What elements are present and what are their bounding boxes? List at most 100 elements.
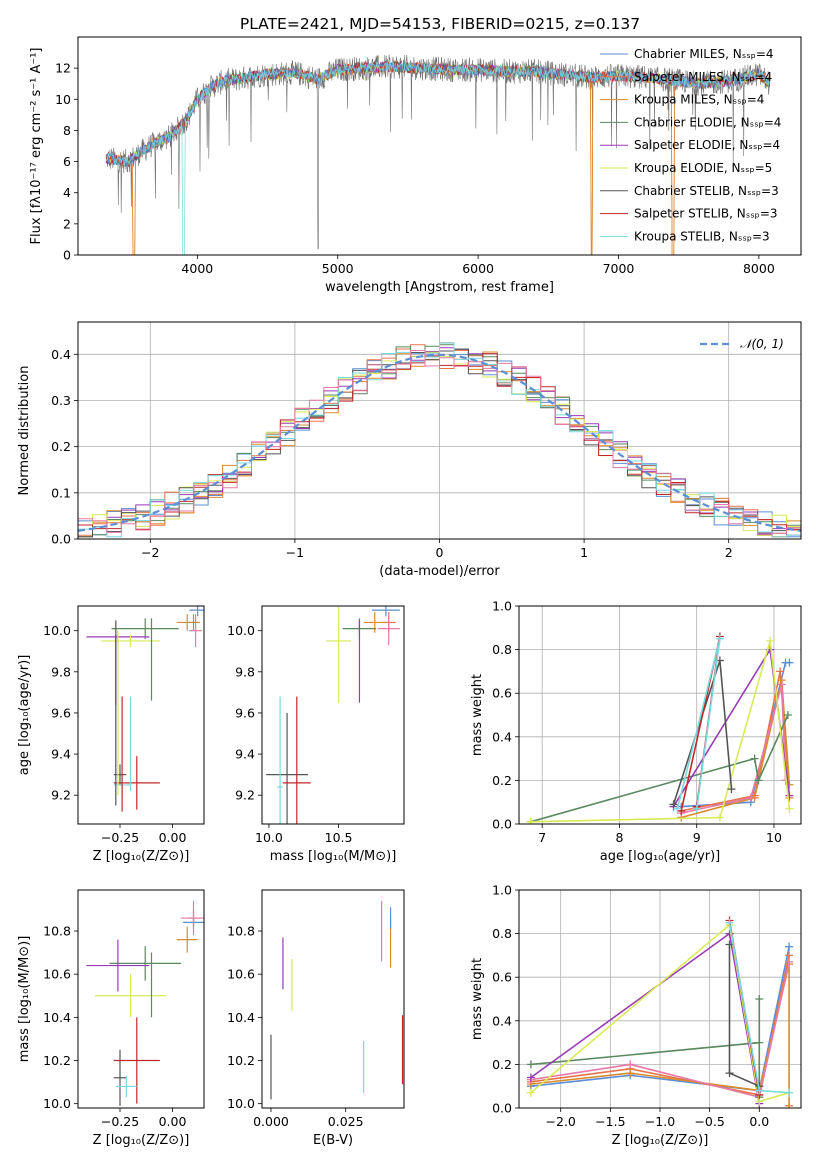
point-marker bbox=[626, 1069, 635, 1078]
x-tick-label: 0.000 bbox=[253, 1114, 289, 1129]
series-kroupa_elodie bbox=[530, 640, 791, 823]
x-tick-label: −0.5 bbox=[694, 1114, 724, 1129]
x-tick-label: 4000 bbox=[181, 261, 213, 276]
point-marker bbox=[785, 791, 794, 800]
point-marker bbox=[673, 804, 682, 813]
point-marker bbox=[755, 1038, 764, 1047]
legend-label: Chabrier ELODIE, Nₛₛₚ=4 bbox=[634, 115, 781, 129]
y-tick-label: 0.4 bbox=[492, 1013, 512, 1028]
x-tick-label: 0 bbox=[436, 545, 444, 560]
y-tick-label: 9.6 bbox=[235, 705, 255, 720]
panel-spectrum: 4000 5000 6000 7000 8000 0 2 4 6 8 10 12 wavelength … bbox=[29, 36, 802, 295]
point-marker bbox=[725, 918, 734, 927]
panel-weight_vs_age: 7 8 9 10 0.0 0.2 0.4 0.6 0.8 1.0 age [log₁₀(age/yr… bbox=[470, 599, 802, 864]
plot-area bbox=[266, 606, 400, 824]
y-tick-label: 10.0 bbox=[227, 623, 255, 638]
series-kroupa_elodie bbox=[530, 923, 790, 1103]
point-marker bbox=[785, 942, 794, 951]
x-tick-label: 2 bbox=[725, 545, 733, 560]
y-tick-label: 10.0 bbox=[43, 623, 71, 638]
y-axis-label: Normed distribution bbox=[17, 366, 32, 496]
y-tick-label: 0.0 bbox=[492, 817, 512, 832]
point-marker bbox=[725, 940, 734, 949]
y-tick-label: 10.2 bbox=[227, 1053, 255, 1068]
y-tick-label: 0.4 bbox=[492, 729, 512, 744]
x-tick-label: 10.5 bbox=[325, 830, 353, 845]
legend-label: Kroupa MILES, Nₛₛₚ=4 bbox=[634, 93, 764, 107]
axes-frame bbox=[518, 605, 802, 825]
legend-label: Salpeter STELIB, Nₛₛₚ=3 bbox=[634, 207, 778, 221]
x-axis-label: mass [log₁₀(M/M⊙)] bbox=[270, 849, 397, 864]
x-tick-label: 7 bbox=[538, 830, 546, 845]
point-marker bbox=[785, 658, 794, 667]
y-tick-label: 9.2 bbox=[235, 788, 255, 803]
point-marker bbox=[526, 1073, 535, 1082]
axes-frame bbox=[77, 605, 205, 825]
legend-label: Salpeter ELODIE, Nₛₛₚ=4 bbox=[634, 138, 780, 152]
panel-weight_vs_Z: −2.0 −1.5 −1.0 −0.5 0.0 0.0 0.2 0.4 0.6 0.8 1.0 Z [… bbox=[470, 883, 802, 1148]
x-axis-label: Z [log₁₀(Z/Z⊙)] bbox=[612, 1133, 709, 1148]
x-tick-label: 8 bbox=[615, 830, 623, 845]
series-salpeter_miles bbox=[681, 671, 791, 812]
series-chabrier_miles bbox=[530, 946, 790, 1092]
legend-label: Kroupa STELIB, Nₛₛₚ=3 bbox=[634, 229, 770, 243]
series-kroupa_miles bbox=[680, 679, 791, 819]
axes-frame bbox=[77, 36, 802, 256]
point-marker bbox=[526, 1088, 535, 1097]
plot-area bbox=[86, 900, 204, 1106]
y-tick-label: 1.0 bbox=[492, 883, 512, 898]
x-tick-label: 1 bbox=[580, 545, 588, 560]
point-marker bbox=[785, 1101, 794, 1108]
point-marker bbox=[783, 711, 792, 719]
x-tick-label: 9 bbox=[693, 830, 701, 845]
point-marker bbox=[766, 636, 775, 645]
point-marker bbox=[776, 667, 785, 676]
y-tick-label: 10.6 bbox=[227, 967, 255, 982]
point-marker bbox=[785, 1088, 794, 1097]
axes-frame bbox=[261, 889, 405, 1109]
y-tick-label: 0.2 bbox=[492, 1057, 512, 1072]
x-tick-label: 6000 bbox=[462, 261, 494, 276]
x-axis-label: (data-model)/error bbox=[379, 564, 500, 579]
y-tick-label: 0.3 bbox=[51, 393, 71, 408]
series-kroupa_stelib bbox=[676, 638, 721, 809]
normal-curve bbox=[78, 353, 801, 532]
point-marker bbox=[750, 754, 759, 763]
y-axis-label: age [log₁₀(age/yr)] bbox=[17, 655, 32, 776]
y-tick-label: 0.2 bbox=[51, 439, 71, 454]
y-tick-label: 8 bbox=[63, 123, 71, 138]
legend-label: Salpeter MILES, Nₛₛₚ=4 bbox=[634, 70, 772, 84]
plot-area bbox=[78, 342, 801, 538]
y-tick-label: 10.2 bbox=[43, 1053, 71, 1068]
y-tick-label: 0.0 bbox=[51, 532, 71, 547]
x-tick-label: −0.25 bbox=[101, 1114, 139, 1129]
y-tick-label: 9.4 bbox=[51, 747, 71, 762]
model-spectrum-kroupa_stelib bbox=[105, 60, 771, 255]
panel-age_vs_mass: 10.0 10.5 9.2 9.4 9.6 9.8 10.0 mass [log₁₀(M/M⊙… bbox=[227, 605, 405, 864]
legend-label: 𝒩(0, 1) bbox=[740, 337, 784, 351]
x-tick-label: 0.00 bbox=[159, 830, 187, 845]
point-marker bbox=[526, 817, 535, 824]
panel-mass_vs_EBV: 0.000 0.025 10.0 10.2 10.4 10.6 10.8 E(B-V) bbox=[227, 889, 405, 1148]
point-marker bbox=[746, 793, 755, 802]
x-tick-label: −1.5 bbox=[595, 1114, 625, 1129]
y-tick-label: 0.2 bbox=[492, 773, 512, 788]
plot-area bbox=[270, 900, 404, 1100]
series-pink bbox=[530, 961, 790, 1099]
x-axis-label: Z [log₁₀(Z/Z⊙)] bbox=[93, 849, 190, 864]
x-tick-label: 7000 bbox=[603, 261, 635, 276]
y-axis-label: mass [log₁₀(M/M⊙)] bbox=[17, 936, 32, 1063]
y-axis-label: Flux [fλ10⁻¹⁷ erg cm⁻² s⁻¹ A⁻¹] bbox=[29, 48, 44, 245]
point-marker bbox=[727, 785, 736, 794]
y-tick-label: 10.8 bbox=[227, 924, 255, 939]
plot-area bbox=[86, 606, 204, 812]
y-tick-label: 10.6 bbox=[43, 967, 71, 982]
point-marker bbox=[669, 800, 678, 809]
y-tick-label: 9.8 bbox=[51, 664, 71, 679]
y-tick-label: 9.4 bbox=[235, 747, 255, 762]
y-tick-label: 0.1 bbox=[51, 485, 71, 500]
plot-area bbox=[526, 916, 794, 1108]
y-tick-label: 10.0 bbox=[227, 1096, 255, 1111]
legend-label: Chabrier STELIB, Nₛₛₚ=3 bbox=[634, 184, 779, 198]
